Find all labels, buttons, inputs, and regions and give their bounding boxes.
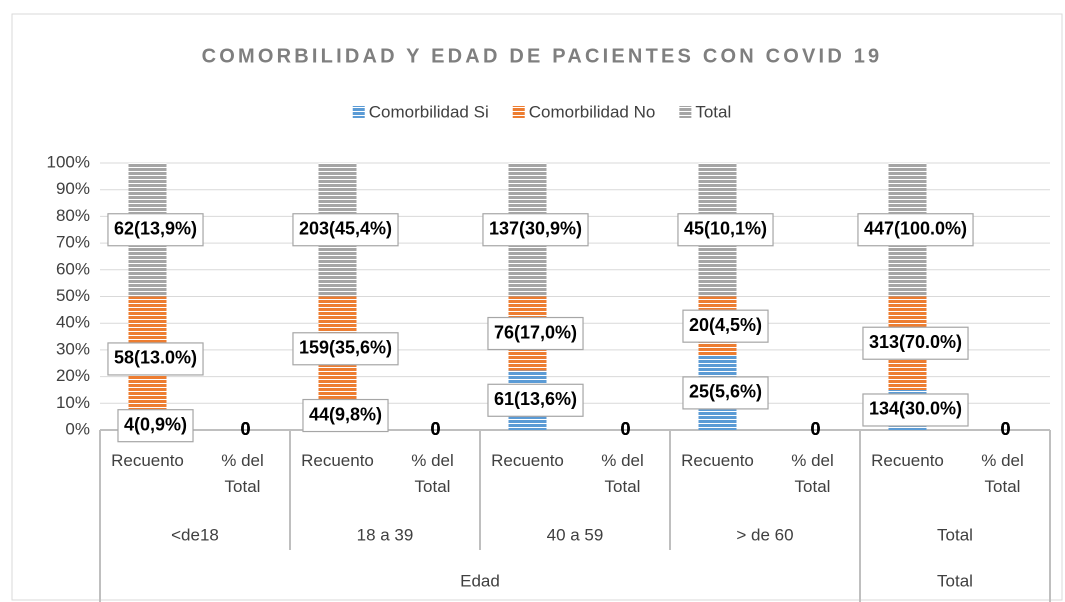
category-label-box: % del Total <box>601 451 644 496</box>
data-label-box <box>117 409 194 443</box>
x-tick-label: Recuento <box>681 451 754 470</box>
legend-swatch <box>679 106 692 118</box>
data-label: 25(5,6%) <box>689 382 762 402</box>
data-label: 0 <box>240 419 250 439</box>
legend-label: Comorbilidad Si <box>369 102 489 121</box>
data-label: 0 <box>1000 419 1010 439</box>
data-label: 0 <box>430 419 440 439</box>
group-label: Total <box>937 525 973 544</box>
data-label: 0 <box>430 419 440 439</box>
data-label: 0 <box>240 419 250 439</box>
y-tick-label: 0% <box>65 419 90 438</box>
category-label-box: Recuento <box>491 451 564 470</box>
data-label: 45(10,1%) <box>684 219 767 239</box>
legend-item: Total <box>679 102 731 121</box>
x-tick-label: Recuento <box>111 451 184 470</box>
y-tick-label: 40% <box>56 313 90 332</box>
category-label-box: Recuento <box>111 451 184 470</box>
data-label: 0 <box>1000 419 1010 439</box>
category-label-box: % del Total <box>791 451 834 496</box>
top-group-label: Total <box>937 571 973 590</box>
data-label-box <box>487 316 584 351</box>
legend-swatch <box>512 106 525 118</box>
data-label: 0 <box>430 419 440 439</box>
x-tick-label: % del Total <box>221 451 264 496</box>
data-label: 137(30,9%) <box>489 219 582 239</box>
data-label-box <box>302 398 389 433</box>
legend-label: Comorbilidad No <box>529 102 656 121</box>
legend-swatch <box>352 106 365 118</box>
y-tick-label: 10% <box>56 393 90 412</box>
data-label: 0 <box>240 419 250 439</box>
category-label-box: Recuento <box>301 451 374 470</box>
legend-item: Comorbilidad No <box>512 102 656 121</box>
data-label: 203(45,4%) <box>299 219 392 239</box>
y-tick-label: 90% <box>56 179 90 198</box>
data-label: 0 <box>810 419 820 439</box>
data-label: 0 <box>620 419 630 439</box>
y-tick-label: 70% <box>56 233 90 252</box>
y-tick-label: 60% <box>56 259 90 278</box>
data-label: 134(30.0%) <box>869 399 962 419</box>
legend-item: Comorbilidad Si <box>352 102 489 121</box>
x-tick-label: % del Total <box>791 451 834 496</box>
data-label-box <box>487 383 584 417</box>
data-label: 159(35,6%) <box>299 338 392 358</box>
category-label-box: Recuento <box>871 451 944 470</box>
data-label-box <box>682 376 769 410</box>
data-label-box <box>862 326 969 360</box>
category-label-box: % del Total <box>411 451 454 496</box>
x-tick-label: % del Total <box>981 451 1024 496</box>
data-label: 0 <box>810 419 820 439</box>
data-label: 76(17,0%) <box>494 322 577 342</box>
data-label: 4(0,9%) <box>124 414 187 434</box>
data-label: 62(13,9%) <box>114 219 197 239</box>
data-label-box <box>107 213 204 247</box>
y-tick-label: 30% <box>56 339 90 358</box>
data-label-box <box>682 309 769 343</box>
chart-title: COMORBILIDAD Y EDAD DE PACIENTES CON COV… <box>202 45 883 67</box>
data-label-box <box>107 342 204 376</box>
data-label-box <box>862 393 969 427</box>
group-label: <de18 <box>171 525 219 544</box>
data-label: 0 <box>810 419 820 439</box>
group-label: > de 60 <box>736 525 793 544</box>
data-label: 58(13.0%) <box>114 348 197 368</box>
category-label-box: Recuento <box>681 451 754 470</box>
category-label-box: % del Total <box>981 451 1024 496</box>
category-label-box: % del Total <box>221 451 264 496</box>
y-tick-label: 50% <box>56 286 90 305</box>
data-label-box <box>482 213 589 247</box>
group-label: 18 a 39 <box>357 525 414 544</box>
y-tick-label: 20% <box>56 366 90 385</box>
data-label: 313(70.0%) <box>869 332 962 352</box>
group-label: 40 a 59 <box>547 525 604 544</box>
data-label: 20(4,5%) <box>689 315 762 335</box>
x-tick-label: Recuento <box>301 451 374 470</box>
data-label-box <box>677 213 774 247</box>
data-label: 0 <box>620 419 630 439</box>
data-label: 44(9,8%) <box>309 404 382 424</box>
legend: Comorbilidad Si Comorbilidad No Total <box>352 102 731 121</box>
y-tick-label: 100% <box>47 152 90 171</box>
data-label: 0 <box>620 419 630 439</box>
data-label-box <box>292 213 399 247</box>
x-tick-label: % del Total <box>411 451 454 496</box>
data-label: 447(100.0%) <box>864 219 967 239</box>
top-group-label: Edad <box>460 571 500 590</box>
y-tick-label: 80% <box>56 206 90 225</box>
data-label-box <box>292 332 399 366</box>
data-label: 0 <box>1000 419 1010 439</box>
legend-label: Total <box>695 102 731 121</box>
x-tick-label: % del Total <box>601 451 644 496</box>
x-tick-label: Recuento <box>871 451 944 470</box>
data-label-box <box>857 213 974 247</box>
data-label: 61(13,6%) <box>494 389 577 409</box>
x-tick-label: Recuento <box>491 451 564 470</box>
